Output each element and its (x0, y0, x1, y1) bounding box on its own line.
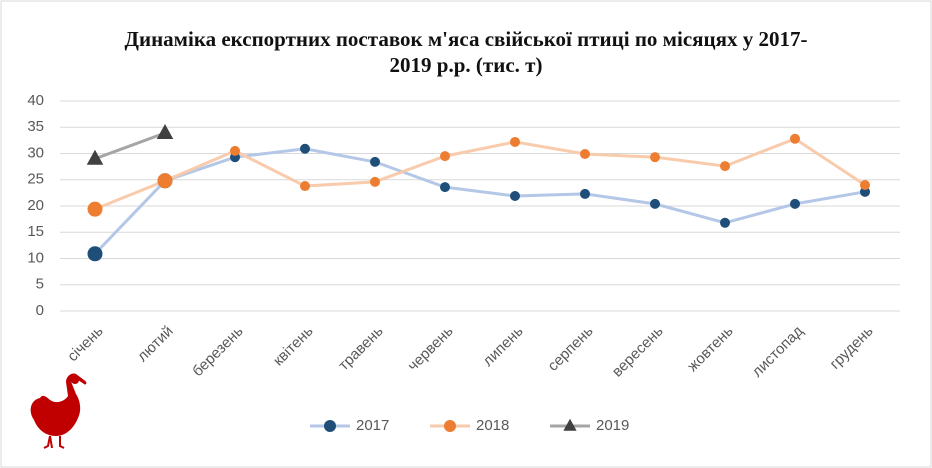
series-line (93, 147, 866, 255)
y-tick-label: 20 (27, 197, 44, 214)
y-tick-label: 15 (27, 223, 44, 240)
marker (790, 133, 800, 144)
marker (720, 161, 730, 172)
marker (860, 180, 870, 190)
marker (230, 145, 240, 156)
y-tick-label: 5 (36, 276, 44, 293)
y-tick-label: 25 (27, 171, 44, 188)
marker (790, 198, 800, 209)
y-tick-label: 40 (27, 92, 44, 109)
marker (370, 176, 380, 187)
legend-marker (563, 418, 577, 431)
marker (157, 173, 173, 189)
marker (650, 152, 660, 163)
legend-label: 2018 (476, 417, 509, 434)
marker (440, 182, 450, 193)
marker (440, 151, 450, 162)
legend-marker (444, 420, 456, 432)
marker (580, 149, 590, 160)
marker (370, 156, 380, 167)
y-tick-label: 0 (36, 302, 44, 319)
y-tick-label: 35 (27, 118, 44, 135)
marker (300, 181, 310, 192)
marker (300, 143, 310, 154)
marker (87, 201, 103, 217)
legend-marker (324, 420, 336, 432)
marker (510, 136, 520, 147)
marker (87, 246, 103, 262)
legend-label: 2019 (596, 417, 629, 434)
y-tick-label: 30 (27, 144, 44, 161)
series-line (94, 137, 866, 211)
marker (510, 191, 520, 202)
marker (650, 198, 660, 209)
chart-title: Динаміка експортних поставок м'яса свійс… (124, 27, 808, 77)
marker (720, 217, 730, 228)
y-tick-label: 10 (27, 249, 44, 266)
series-line (94, 131, 166, 161)
marker (86, 149, 104, 165)
chicken-icon (30, 373, 87, 449)
marker (580, 188, 590, 199)
legend-label: 2017 (356, 417, 389, 434)
marker (156, 124, 174, 140)
